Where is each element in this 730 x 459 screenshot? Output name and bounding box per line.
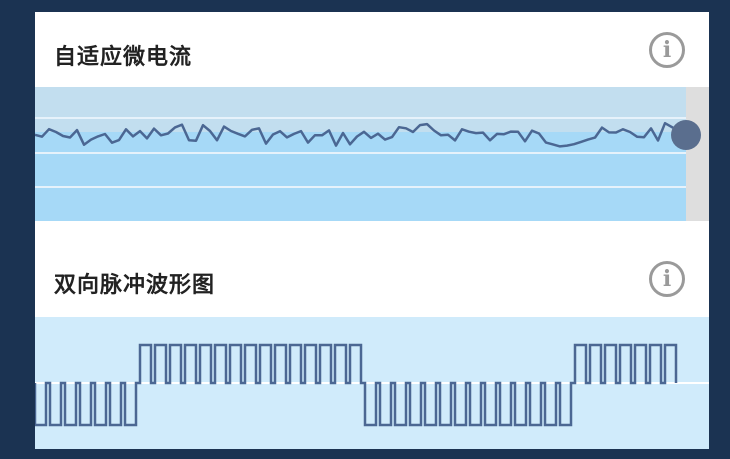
microcurrent-trace — [35, 121, 687, 148]
pulse-graph — [35, 317, 709, 449]
info-glyph: i — [662, 37, 672, 63]
info-icon[interactable]: i — [649, 261, 685, 297]
graph-gray-strip — [686, 87, 709, 221]
playhead-scrubber[interactable] — [671, 120, 701, 150]
section-title-adaptive-microcurrent: 自适应微电流 — [54, 45, 193, 70]
graph-upper-band — [35, 87, 686, 132]
info-glyph: i — [662, 266, 672, 292]
pulse-graph-svg — [35, 317, 709, 449]
info-icon[interactable]: i — [649, 32, 685, 68]
pulse-waveform — [35, 343, 678, 427]
microcurrent-graph — [35, 87, 709, 221]
waveform-card: 自适应微电流 i 双向脉冲波形图 i — [35, 12, 709, 449]
section-title-biphasic-pulse: 双向脉冲波形图 — [54, 273, 216, 298]
microcurrent-graph-svg — [35, 87, 709, 221]
